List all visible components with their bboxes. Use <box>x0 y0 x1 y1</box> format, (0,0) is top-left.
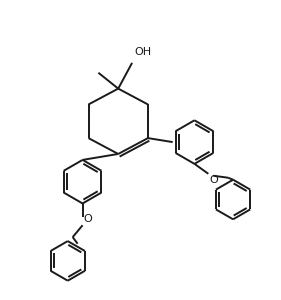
Text: O: O <box>209 175 218 185</box>
Text: OH: OH <box>134 47 151 57</box>
Text: O: O <box>83 214 92 224</box>
